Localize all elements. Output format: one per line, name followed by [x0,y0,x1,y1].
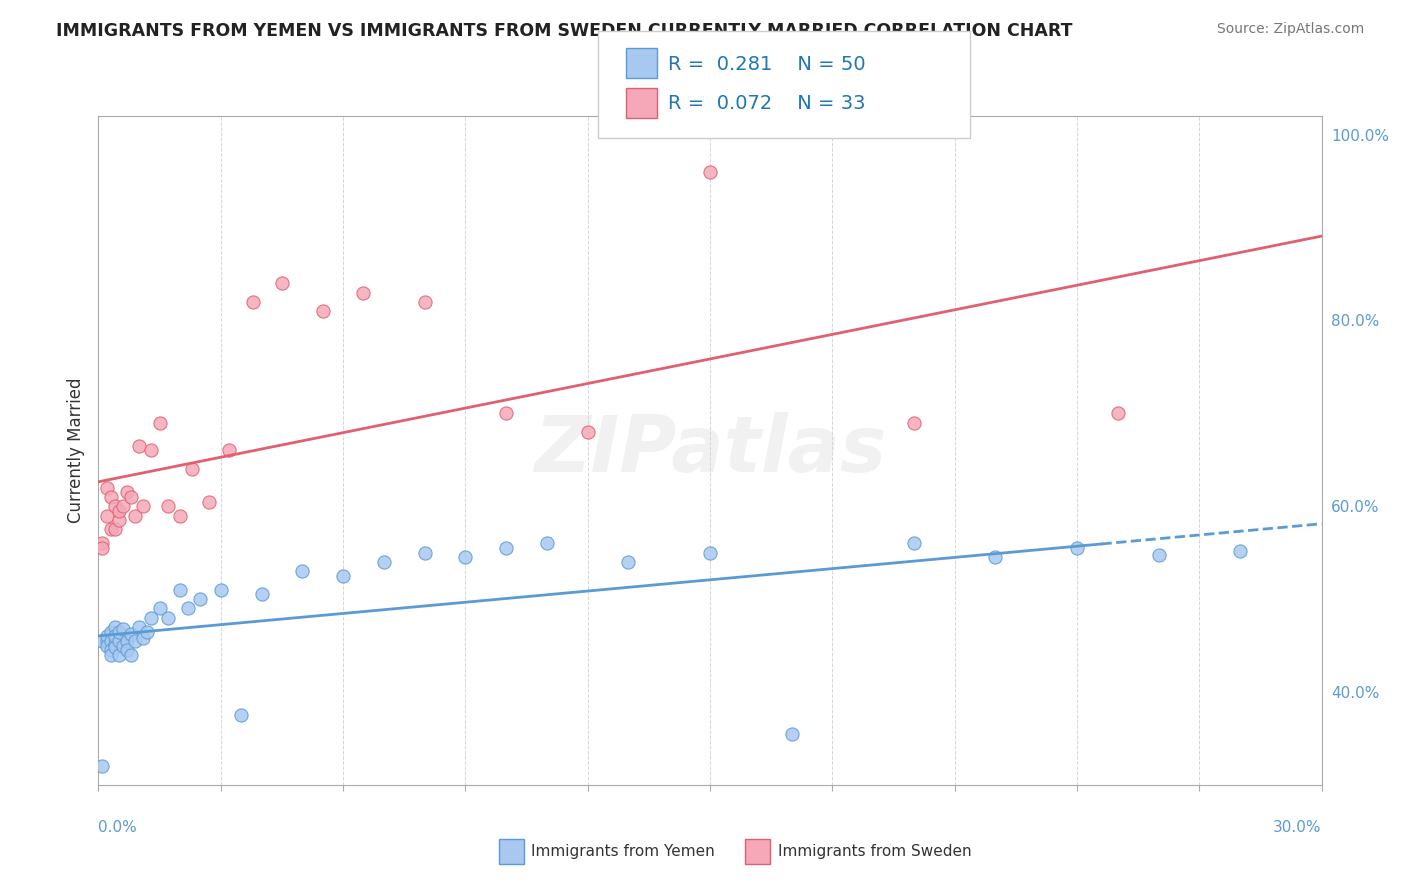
Point [91,634,114,648]
Point [373,555,395,569]
Point [177,601,200,615]
Point [699,546,721,560]
Text: Source: ZipAtlas.com: Source: ZipAtlas.com [1216,22,1364,37]
Point [149,416,172,430]
Point [115,485,138,500]
Point [169,582,191,597]
Point [108,504,131,518]
Point [104,500,127,514]
Point [231,708,253,723]
Text: R =  0.072    N = 33: R = 0.072 N = 33 [668,94,865,113]
Point [104,629,127,643]
Point [495,541,517,555]
Point [115,634,138,648]
Point [181,462,204,476]
Point [413,294,436,309]
Point [156,611,179,625]
Point [104,637,127,651]
Text: R =  0.281    N = 50: R = 0.281 N = 50 [668,54,866,74]
Point [100,648,122,662]
Point [128,439,150,453]
Point [91,759,114,773]
Point [617,555,640,569]
Point [984,550,1007,565]
Point [96,508,118,523]
Text: IMMIGRANTS FROM YEMEN VS IMMIGRANTS FROM SWEDEN CURRENTLY MARRIED CORRELATION CH: IMMIGRANTS FROM YEMEN VS IMMIGRANTS FROM… [56,22,1073,40]
Point [108,624,131,639]
Point [141,443,163,458]
Point [111,639,134,653]
Point [495,406,517,420]
Point [100,624,122,639]
Point [124,634,146,648]
Point [352,285,374,300]
Text: 0.0%: 0.0% [98,820,138,835]
Point [413,546,436,560]
Text: Immigrants from Yemen: Immigrants from Yemen [531,845,716,859]
Point [111,622,134,636]
Point [111,500,134,514]
Point [197,494,219,508]
Point [108,634,131,648]
Point [132,500,155,514]
Point [96,481,118,495]
Point [96,629,118,643]
Point [1229,544,1251,558]
Point [576,425,599,439]
Point [104,620,127,634]
Point [903,536,925,550]
Point [536,536,558,550]
Point [209,582,232,597]
Text: Immigrants from Sweden: Immigrants from Sweden [778,845,972,859]
Point [120,627,142,641]
Point [149,601,172,615]
Point [100,634,122,648]
Point [1107,406,1129,420]
Point [100,523,122,537]
Point [104,640,127,655]
Point [1147,548,1170,562]
Point [218,443,240,458]
Point [108,648,131,662]
Point [312,304,335,318]
Point [124,508,146,523]
Point [250,587,273,601]
Point [291,564,314,578]
Point [454,550,477,565]
Point [96,639,118,653]
Point [91,541,114,555]
Point [128,620,150,634]
Text: 30.0%: 30.0% [1274,820,1322,835]
Point [115,643,138,657]
Text: ZIPatlas: ZIPatlas [534,412,886,489]
Point [156,500,179,514]
Point [270,277,294,291]
Point [780,727,803,741]
Point [903,416,925,430]
Point [188,592,212,607]
Point [91,536,114,550]
Point [169,508,191,523]
Y-axis label: Currently Married: Currently Married [66,377,84,524]
Point [699,165,721,179]
Point [104,523,127,537]
Point [242,294,264,309]
Point [332,569,354,583]
Point [100,490,122,504]
Point [120,490,142,504]
Point [100,643,122,657]
Point [136,624,159,639]
Point [132,631,155,645]
Point [96,634,118,648]
Point [108,513,131,527]
Point [1066,541,1088,555]
Point [141,611,163,625]
Point [120,648,142,662]
